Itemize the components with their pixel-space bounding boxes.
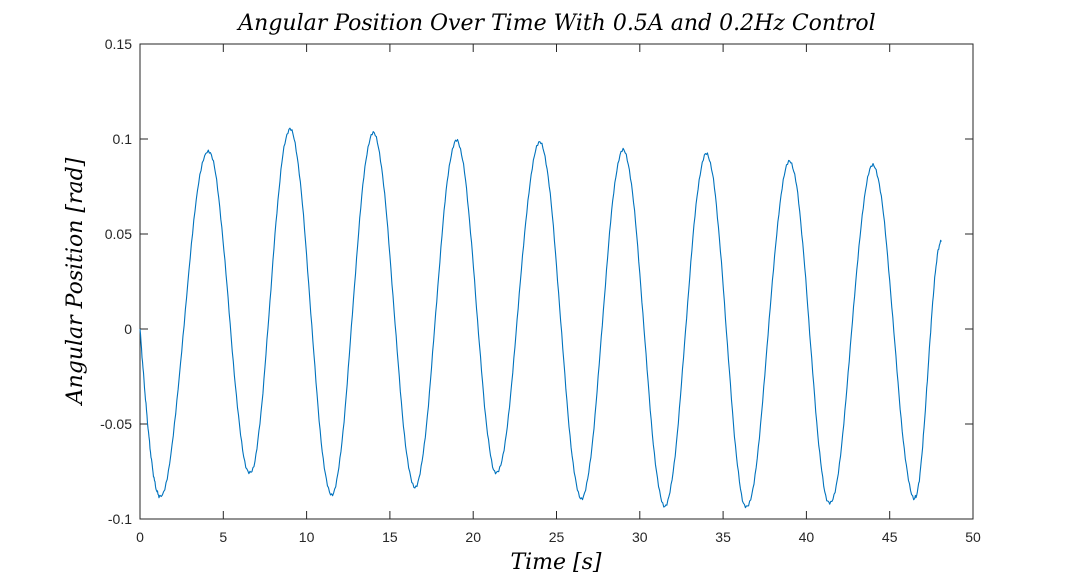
- x-tick-label: 10: [299, 529, 315, 545]
- y-tick-label: 0.05: [105, 226, 132, 242]
- x-tick-label: 35: [715, 529, 731, 545]
- x-axis-label: Time [s]: [510, 550, 601, 575]
- x-tick-label: 50: [965, 529, 981, 545]
- plot-frame: [139, 43, 974, 520]
- x-tick-label: 40: [799, 529, 815, 545]
- y-tick-label: -0.1: [108, 511, 132, 527]
- series-layer: [139, 127, 942, 509]
- x-tick-label: 20: [465, 529, 481, 545]
- x-tick-label: 15: [382, 529, 398, 545]
- x-tick-label: 25: [549, 529, 565, 545]
- x-tick-label: 30: [632, 529, 648, 545]
- series-line: [139, 127, 942, 509]
- x-axis-ticks: 0 5 10 15 20 25 30 35 40 45 50: [136, 44, 981, 545]
- y-tick-label: 0: [124, 321, 132, 337]
- chart-title: Angular Position Over Time With 0.5A and…: [236, 11, 875, 36]
- y-tick-label: 0.15: [105, 36, 132, 52]
- x-tick-label: 0: [136, 529, 144, 545]
- y-tick-label: 0.1: [113, 131, 133, 147]
- y-tick-label: -0.05: [100, 416, 132, 432]
- x-tick-label: 5: [219, 529, 227, 545]
- y-axis-ticks: -0.1 -0.05 0 0.05 0.1 0.15: [100, 36, 973, 527]
- y-axis-label: Angular Position [rad]: [63, 157, 88, 406]
- x-tick-label: 45: [882, 529, 898, 545]
